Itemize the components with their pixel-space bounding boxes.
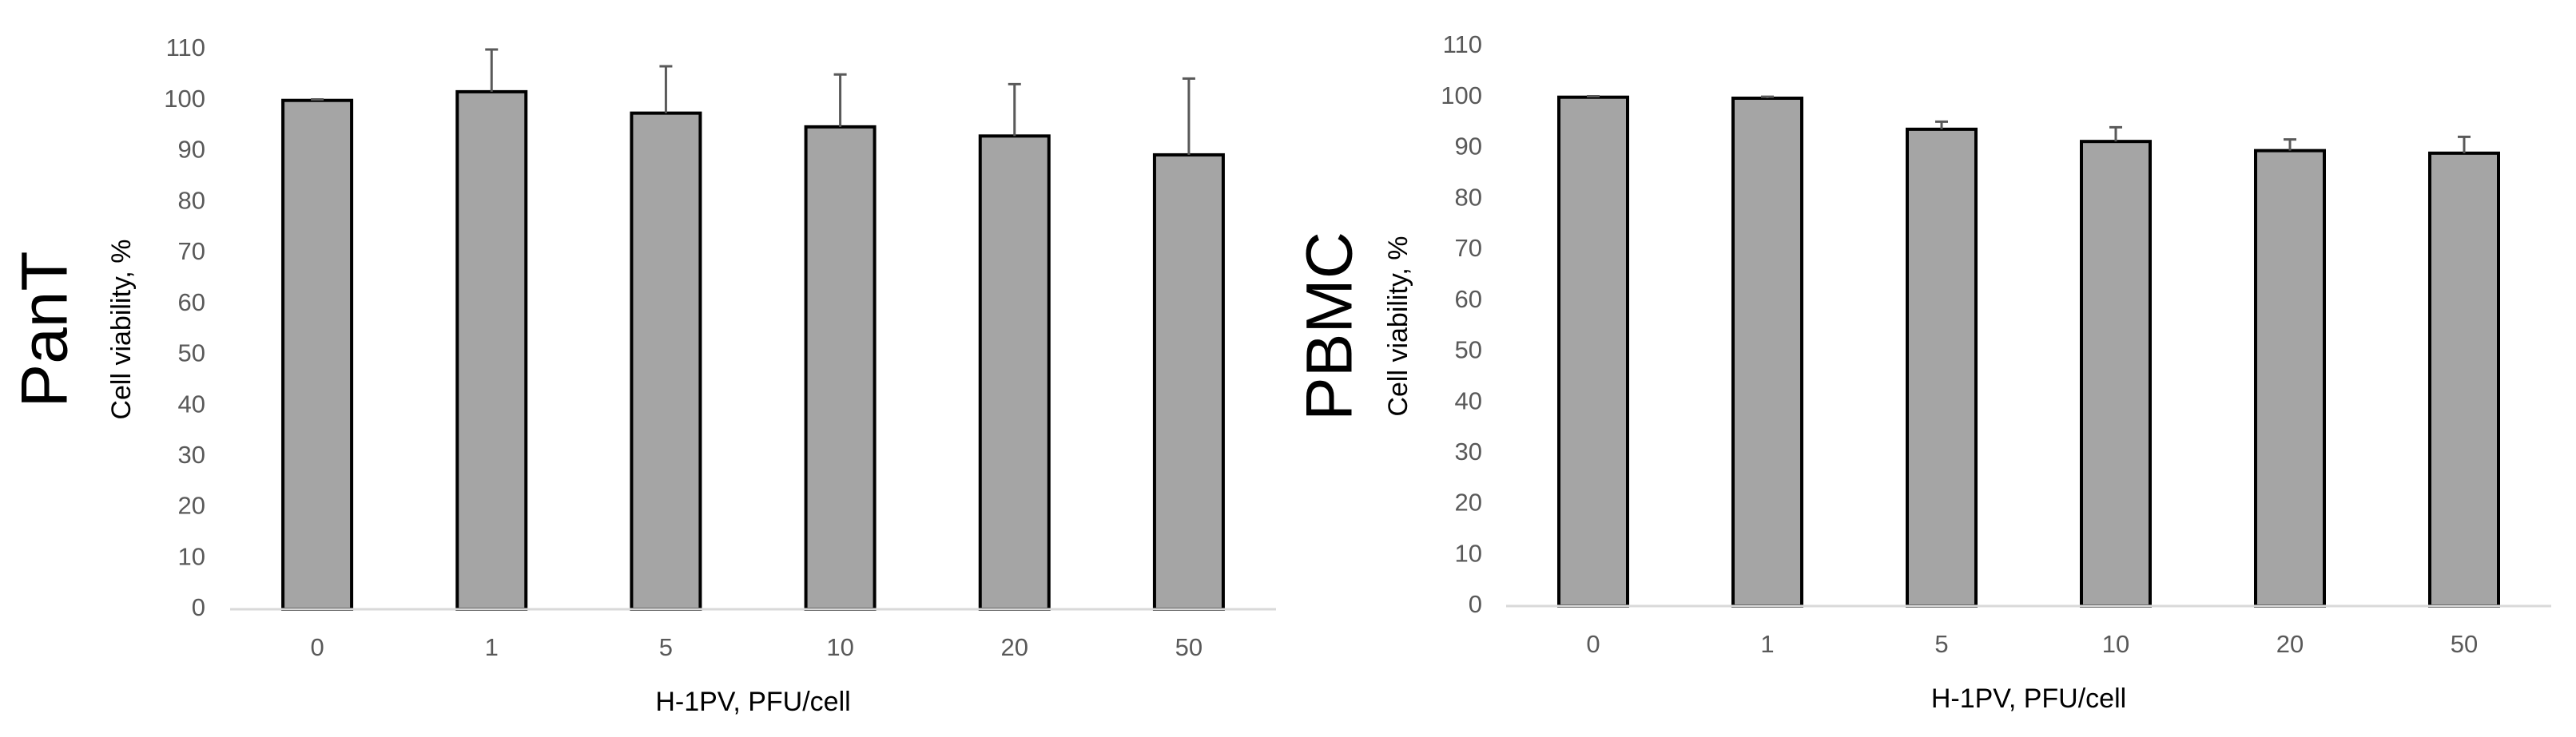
error-bar [1587, 94, 1600, 97]
error-bar [1761, 95, 1774, 99]
x-tick-label: 10 [826, 633, 853, 661]
y-tick-label: 70 [1455, 234, 1482, 262]
bar [1152, 153, 1225, 611]
x-tick-label: 0 [310, 633, 324, 661]
error-bar [311, 97, 324, 101]
x-tick-label: 0 [1586, 630, 1600, 658]
y-tick-label: 80 [1455, 183, 1482, 211]
y-tick-label: 30 [178, 441, 205, 469]
x-tick-label: 20 [1001, 633, 1028, 661]
y-tick-label: 90 [1455, 133, 1482, 160]
y-tick-label: 40 [178, 390, 205, 418]
y-tick-label: 60 [178, 288, 205, 316]
x-axis-title: H-1PV, PFU/cell [655, 687, 850, 717]
bar [1557, 95, 1629, 608]
error-bar [659, 65, 673, 113]
y-tick-label: 50 [1455, 336, 1482, 364]
error-bar [2458, 135, 2471, 153]
y-tick-label: 10 [178, 542, 205, 570]
y-tick-label: 0 [192, 593, 205, 621]
y-tick-label: 20 [178, 492, 205, 520]
error-bar [833, 73, 847, 127]
x-tick-label: 50 [2451, 630, 2478, 658]
y-tick-label: 70 [178, 237, 205, 265]
x-tick-label: 5 [659, 633, 673, 661]
y-tick-label: 100 [1441, 81, 1482, 109]
bar [1731, 97, 1803, 608]
y-tick-label: 0 [1469, 590, 1482, 618]
y-tick-label: 80 [178, 186, 205, 214]
side-label: PanT [9, 252, 81, 408]
bar [2428, 151, 2500, 608]
x-tick-label: 1 [1760, 630, 1774, 658]
y-tick-label: 110 [166, 34, 205, 61]
bar [281, 98, 354, 611]
y-axis-title: Cell viability, % [106, 239, 137, 419]
x-tick-label: 5 [1934, 630, 1948, 658]
error-bar [485, 48, 499, 92]
y-tick-label: 10 [1455, 539, 1482, 567]
x-tick-label: 50 [1175, 633, 1203, 661]
error-bar [1182, 77, 1195, 155]
y-tick-label: 50 [178, 339, 205, 367]
y-tick-label: 40 [1455, 386, 1482, 414]
y-tick-label: 90 [178, 136, 205, 164]
side-label: PBMC [1294, 232, 1366, 421]
x-axis-title: H-1PV, PFU/cell [1931, 684, 2126, 714]
bar [2080, 140, 2152, 608]
bar [2254, 149, 2326, 608]
y-tick-label: 60 [1455, 285, 1482, 313]
bar [978, 134, 1051, 611]
error-bar [1935, 120, 1948, 129]
y-tick-label: 20 [1455, 489, 1482, 517]
bar [1906, 127, 1978, 608]
y-tick-label: 30 [1455, 438, 1482, 466]
x-tick-label: 1 [485, 633, 499, 661]
y-axis-title: Cell viability, % [1383, 236, 1413, 416]
x-tick-label: 20 [2276, 630, 2304, 658]
bar [804, 125, 877, 611]
error-bar [2284, 138, 2296, 151]
bar [630, 111, 702, 611]
error-bar [2109, 125, 2122, 142]
y-tick-label: 100 [164, 85, 205, 113]
y-tick-label: 110 [1443, 30, 1482, 58]
error-bar [1008, 82, 1021, 137]
bar [455, 89, 528, 612]
x-tick-label: 10 [2102, 630, 2129, 658]
